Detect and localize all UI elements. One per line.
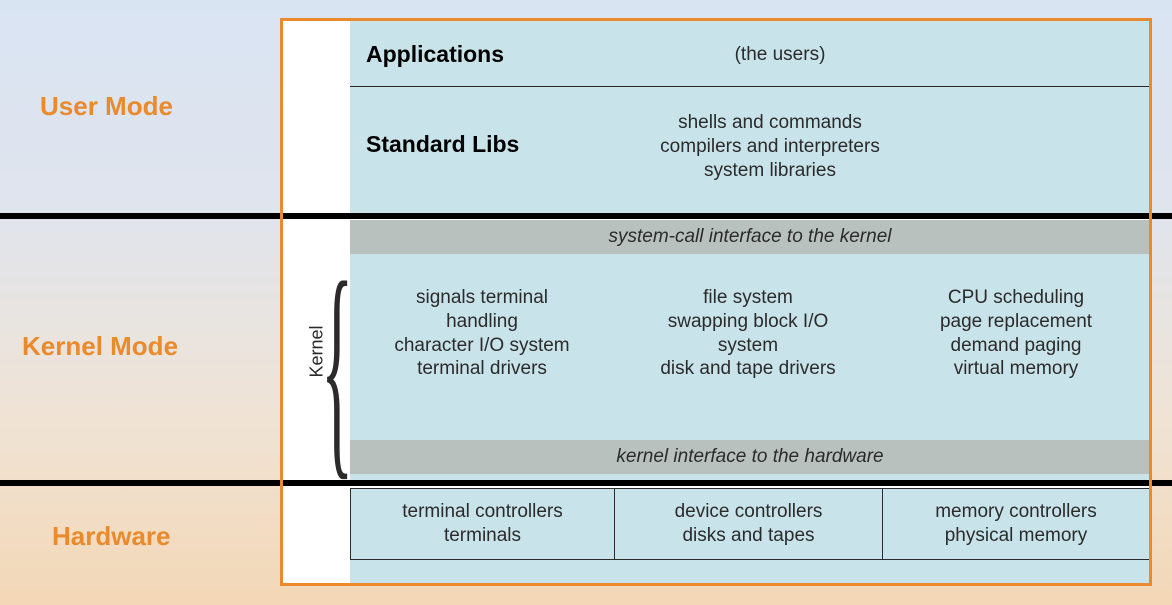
gap-1: [350, 254, 1150, 262]
kernel-col-1-line-0: file system: [703, 287, 793, 308]
row-kernel-subsystems: signals terminal handling character I/O …: [350, 262, 1150, 418]
kernel-col-0: signals terminal handling character I/O …: [350, 286, 614, 381]
hw-col-0-line-1: terminals: [351, 524, 614, 548]
kernel-col-2-line-1: page replacement: [940, 311, 1092, 332]
kernel-col-1-line-1: swapping block I/O: [668, 311, 829, 332]
kernel-col-2-line-3: virtual memory: [954, 358, 1079, 379]
stdlibs-line-0: shells and commands: [678, 112, 862, 133]
kernel-col-1-line-2: system: [718, 335, 778, 356]
label-kernel-mode: Kernel Mode: [22, 330, 178, 364]
heading-stdlibs: Standard Libs: [350, 131, 519, 159]
kernel-col-1-line-3: disk and tape drivers: [660, 358, 835, 379]
syscall-text: system-call interface to the kernel: [608, 225, 891, 249]
kiface-text: kernel interface to the hardware: [616, 445, 883, 469]
bar-kernel-hw-interface: kernel interface to the hardware: [350, 440, 1150, 474]
hw-col-2-line-0: memory controllers: [883, 500, 1149, 524]
stdlibs-line-1: compilers and interpreters: [660, 136, 880, 157]
separator-kernel-hardware: [0, 480, 1172, 486]
gap-2: [350, 418, 1150, 440]
kernel-col-2-line-2: demand paging: [951, 335, 1082, 356]
stdlibs-line-2: system libraries: [704, 160, 836, 181]
kernel-col-0-line-2: character I/O system: [394, 335, 569, 356]
kernel-col-0-line-3: terminal drivers: [417, 358, 547, 379]
kernel-col-1: file system swapping block I/O system di…: [614, 286, 882, 381]
hw-col-1-line-1: disks and tapes: [615, 524, 882, 548]
hw-col-1: device controllers disks and tapes: [614, 488, 882, 560]
heading-applications: Applications: [350, 41, 504, 69]
hw-col-1-line-0: device controllers: [615, 500, 882, 524]
gap-4: [350, 560, 1150, 583]
bar-syscall-interface: system-call interface to the kernel: [350, 220, 1150, 254]
kernel-col-2-line-0: CPU scheduling: [948, 287, 1084, 308]
kernel-col-2: CPU scheduling page replacement demand p…: [882, 286, 1150, 381]
hw-col-0-line-0: terminal controllers: [351, 500, 614, 524]
kernel-strip: Kernel {: [283, 21, 350, 583]
row-applications: Applications (the users): [350, 21, 1150, 87]
kernel-col-0-line-1: handling: [446, 311, 518, 332]
brace-icon: {: [321, 246, 353, 486]
hw-col-2-line-1: physical memory: [883, 524, 1149, 548]
separator-user-kernel: [0, 213, 1172, 219]
applications-right-text: (the users): [650, 43, 910, 67]
hw-col-0: terminal controllers terminals: [350, 488, 614, 560]
hw-col-2: memory controllers physical memory: [882, 488, 1150, 560]
label-user-mode: User Mode: [40, 90, 173, 124]
kernel-col-0-line-0: signals terminal: [416, 287, 548, 308]
label-hardware: Hardware: [52, 520, 171, 554]
stdlibs-lines: shells and commands compilers and interp…: [580, 111, 960, 182]
row-stdlibs: Standard Libs shells and commands compil…: [350, 87, 1150, 213]
